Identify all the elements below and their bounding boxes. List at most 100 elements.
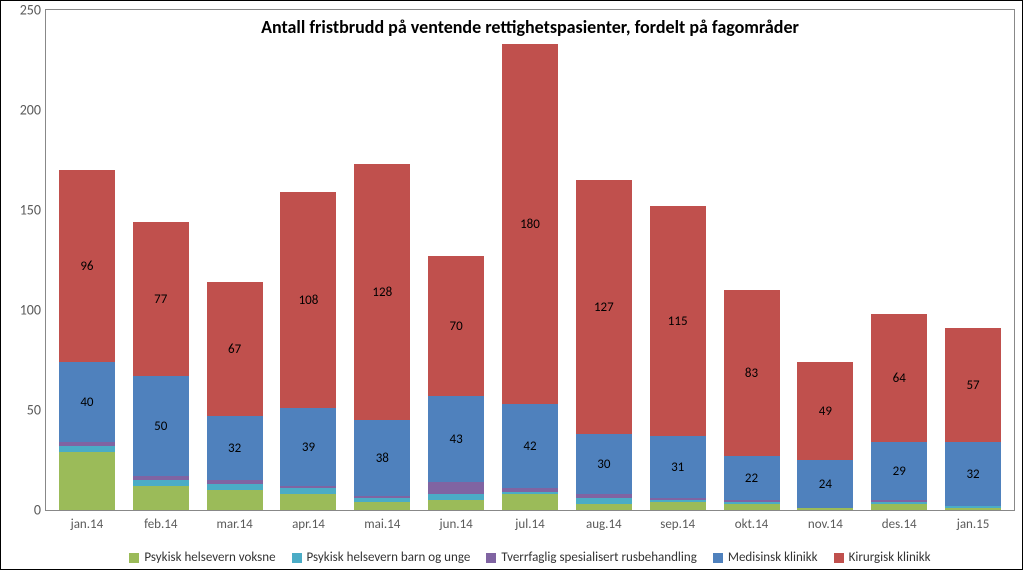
bar-segment-psyk_barn <box>945 506 1001 508</box>
y-tick-label: 100 <box>3 302 41 319</box>
legend-swatch <box>713 553 723 563</box>
bar-segment-psyk_barn <box>428 494 484 500</box>
bar-value-label: 24 <box>819 477 832 492</box>
bar-value-label: 22 <box>745 471 758 486</box>
bar-value-label: 39 <box>302 440 315 455</box>
bar-segment-medisinsk: 22 <box>724 456 780 500</box>
bar-segment-kirurgisk: 57 <box>945 328 1001 442</box>
bar-segment-psyk_barn <box>650 500 706 502</box>
bar-segment-kirurgisk: 64 <box>871 314 927 442</box>
bar-segment-psyk_barn <box>576 498 632 504</box>
bar-value-label: 43 <box>450 432 463 447</box>
bar-segment-kirurgisk: 83 <box>724 290 780 456</box>
bar-segment-psyk_voksne <box>59 452 115 510</box>
legend: Psykisk helsevern voksne Psykisk helsever… <box>46 550 1014 565</box>
bar-segment-tverr_rus <box>502 488 558 492</box>
bar-segment-medisinsk: 43 <box>428 396 484 482</box>
bar-segment-medisinsk: 38 <box>354 420 410 496</box>
bar-segment-kirurgisk: 49 <box>797 362 853 460</box>
bar-segment-psyk_barn <box>354 498 410 502</box>
bar-segment-psyk_barn <box>280 488 336 494</box>
bar-column: 30127 <box>576 180 632 510</box>
legend-item-psyk_voksne: Psykisk helsevern voksne <box>129 550 275 565</box>
bar-value-label: 180 <box>520 217 540 232</box>
bar-segment-kirurgisk: 70 <box>428 256 484 396</box>
bar-column: 24 49 <box>797 362 853 510</box>
bar-segment-medisinsk: 50 <box>133 376 189 476</box>
bar-value-label: 29 <box>893 464 906 479</box>
legend-swatch <box>834 553 844 563</box>
x-tick-label: aug.14 <box>576 517 632 532</box>
bar-segment-psyk_barn <box>502 492 558 494</box>
bar-segment-tverr_rus <box>207 480 263 484</box>
bar-column: 22 83 <box>724 290 780 510</box>
bar-segment-psyk_voksne <box>280 494 336 510</box>
bar-value-label: 31 <box>671 460 684 475</box>
x-tick-label: okt.14 <box>724 517 780 532</box>
bar-value-label: 30 <box>597 457 610 472</box>
bar-segment-medisinsk: 24 <box>797 460 853 508</box>
bar-segment-psyk_voksne <box>724 504 780 510</box>
bar-segment-tverr_rus <box>871 500 927 502</box>
bar-segment-medisinsk: 32 <box>207 416 263 480</box>
legend-item-psyk_barn: Psykisk helsevern barn og unge <box>292 550 471 565</box>
bar-segment-psyk_voksne <box>650 502 706 510</box>
bar-value-label: 50 <box>154 419 167 434</box>
chart-container: 050100150200250 Antall fristbrudd på ven… <box>0 0 1023 570</box>
x-tick-label: des.14 <box>871 517 927 532</box>
bar-value-label: 115 <box>668 314 688 329</box>
bar-column: 31 115 <box>650 206 706 510</box>
x-tick-label: apr.14 <box>280 517 336 532</box>
bar-segment-tverr_rus <box>59 442 115 446</box>
bar-segment-psyk_barn <box>133 480 189 486</box>
legend-swatch <box>292 553 302 563</box>
bar-segment-kirurgisk: 77 <box>133 222 189 376</box>
bar-segment-psyk_barn <box>59 446 115 452</box>
bar-segment-medisinsk: 30 <box>576 434 632 494</box>
bar-column: 32 57 <box>945 328 1001 510</box>
bar-column: 29 64 <box>871 314 927 510</box>
bar-segment-psyk_voksne <box>797 508 853 510</box>
bar-value-label: 40 <box>80 395 93 410</box>
bar-value-label: 32 <box>966 467 979 482</box>
y-tick-label: 50 <box>3 402 41 419</box>
bar-value-label: 32 <box>228 441 241 456</box>
x-axis-labels: jan.14feb.14mar.14apr.14mai.14jun.14jul.… <box>46 517 1014 532</box>
x-tick-label: nov.14 <box>797 517 853 532</box>
bar-segment-medisinsk: 32 <box>945 442 1001 506</box>
bar-value-label: 49 <box>819 404 832 419</box>
legend-swatch <box>129 553 139 563</box>
bar-value-label: 83 <box>745 366 758 381</box>
legend-swatch <box>486 553 496 563</box>
bar-column: 40 96 <box>59 170 115 510</box>
x-tick-label: mai.14 <box>354 517 410 532</box>
bar-segment-psyk_voksne <box>871 504 927 510</box>
bar-segment-medisinsk: 42 <box>502 404 558 488</box>
bar-segment-medisinsk: 31 <box>650 436 706 498</box>
bar-segment-tverr_rus <box>724 500 780 502</box>
y-tick-label: 250 <box>3 2 41 19</box>
x-tick-label: sep.14 <box>650 517 706 532</box>
bar-segment-kirurgisk: 96 <box>59 170 115 362</box>
bar-segment-kirurgisk: 115 <box>650 206 706 436</box>
bar-segment-medisinsk: 29 <box>871 442 927 500</box>
bar-segment-psyk_barn <box>871 502 927 504</box>
x-tick-label: jan.15 <box>945 517 1001 532</box>
bar-segment-psyk_barn <box>724 502 780 504</box>
bar-segment-kirurgisk: 128 <box>354 164 410 420</box>
bar-segment-tverr_rus <box>650 498 706 500</box>
bar-segment-psyk_voksne <box>945 508 1001 510</box>
bar-value-label: 96 <box>80 259 93 274</box>
bar-segment-psyk_voksne <box>133 486 189 510</box>
bar-value-label: 42 <box>523 439 536 454</box>
legend-label: Kirurgisk klinikk <box>849 550 931 565</box>
x-tick-label: feb.14 <box>133 517 189 532</box>
legend-item-kirurgisk: Kirurgisk klinikk <box>834 550 931 565</box>
bar-segment-tverr_rus <box>280 486 336 488</box>
bar-column: 38128 <box>354 164 410 510</box>
bar-column: 39108 <box>280 192 336 510</box>
bar-segment-tverr_rus <box>428 482 484 494</box>
x-tick-label: jan.14 <box>59 517 115 532</box>
bar-segment-psyk_voksne <box>428 500 484 510</box>
legend-label: Psykisk helsevern voksne <box>144 550 275 565</box>
